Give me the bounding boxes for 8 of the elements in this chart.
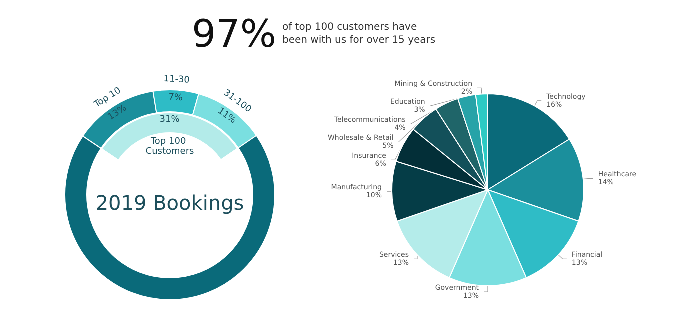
data-label: 7% bbox=[168, 92, 184, 104]
data-label: 13% bbox=[106, 103, 130, 123]
text: of top 100 customers have been with us for over 15 years bbox=[282, 21, 437, 47]
data-label: 31% bbox=[160, 114, 180, 126]
slice-label: 11-30 bbox=[163, 74, 190, 86]
slice-label: Top 100 Customers bbox=[146, 137, 195, 157]
text: 2019 Bookings bbox=[96, 191, 244, 215]
text: 97% bbox=[192, 12, 276, 56]
